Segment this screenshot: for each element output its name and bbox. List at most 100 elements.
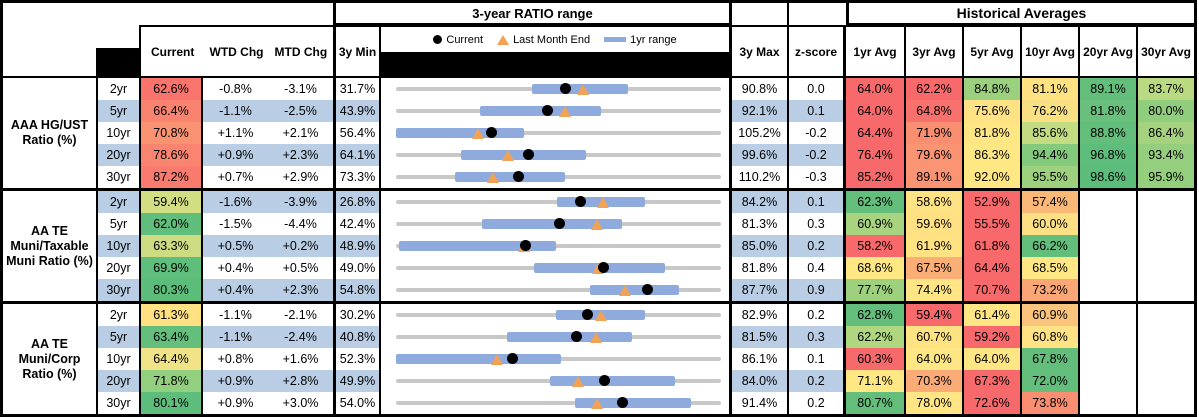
avg-value-0: 80.7% — [846, 392, 904, 414]
current-marker — [570, 331, 582, 342]
three-year-max-value: 110.2% — [732, 166, 789, 188]
avg-value-3: 60.8% — [1020, 326, 1078, 348]
current-value: 61.3% — [139, 304, 203, 326]
table-row-20yr: 20yr 71.8% +0.9% +2.8% 49.9% 84.0% 0.2 71.1% 70.… — [96, 370, 1194, 392]
current-marker — [642, 284, 654, 295]
avg-value-4 — [1078, 213, 1136, 235]
range-bullet-chart — [381, 235, 732, 257]
three-year-min-value: 64.1% — [333, 144, 381, 166]
chart-legend: Current Last Month End 1yr range — [381, 27, 729, 52]
z-score-value: 0.3 — [789, 213, 846, 235]
wtd-chg-value: -1.1% — [203, 304, 268, 326]
three-year-max-value: 81.3% — [732, 213, 789, 235]
hist-section-title: Historical Averages — [846, 3, 1194, 25]
last-month-end-marker — [590, 398, 603, 409]
avg-value-1: 60.7% — [904, 326, 962, 348]
legend-1yr-range-label: 1yr range — [630, 33, 677, 46]
avg-value-5: 80.0% — [1136, 100, 1194, 122]
header-spacer-grouplabel — [3, 25, 96, 76]
avg-value-0: 77.7% — [846, 279, 904, 301]
avg-value-5 — [1136, 370, 1194, 392]
wtd-chg-value: -1.6% — [203, 191, 268, 213]
three-year-max-value: 105.2% — [732, 122, 789, 144]
three-year-min-value: 40.8% — [333, 326, 381, 348]
current-value: 62.0% — [139, 213, 203, 235]
last-month-end-marker — [501, 150, 514, 161]
range-bullet-chart — [381, 144, 732, 166]
col-header-z-score: z-score — [789, 25, 846, 76]
last-month-end-marker — [596, 197, 609, 208]
last-month-end-marker — [619, 285, 632, 296]
one-year-range-bar — [589, 285, 679, 295]
avg-value-1: 61.9% — [904, 235, 962, 257]
avg-value-4 — [1078, 304, 1136, 326]
avg-value-1: 74.4% — [904, 279, 962, 301]
avg-value-0: 62.8% — [846, 304, 904, 326]
three-year-min-value: 49.9% — [333, 370, 381, 392]
tenor-label: 5yr — [96, 213, 139, 235]
avg-value-4 — [1078, 279, 1136, 301]
tenor-header-white — [96, 25, 139, 48]
range-bullet-chart — [381, 100, 732, 122]
three-year-min-value: 30.2% — [333, 304, 381, 326]
avg-value-2: 59.2% — [962, 326, 1020, 348]
current-marker — [523, 149, 535, 160]
wtd-chg-value: +0.9% — [203, 144, 268, 166]
tenor-label: 2yr — [96, 78, 139, 100]
wtd-chg-value: +0.4% — [203, 257, 268, 279]
table-row-2yr: 2yr 62.6% -0.8% -3.1% 31.7% 90.8% 0.0 64.0% 62.2… — [96, 78, 1194, 100]
range-track — [396, 131, 721, 135]
range-track — [396, 401, 721, 405]
tenor-label: 10yr — [96, 122, 139, 144]
range-track — [396, 244, 721, 248]
tenor-header-black — [96, 48, 139, 76]
ratio-group-2: AA TE Muni/Corp Ratio (%) 2yr 61.3% -1.1% -2… — [3, 301, 1194, 414]
header-band-columns: Current WTD Chg MTD Chg 3y Min Current L… — [3, 25, 1194, 78]
avg-value-5: 83.7% — [1136, 78, 1194, 100]
three-year-max-value: 84.2% — [732, 191, 789, 213]
table-body: AAA HG/UST Ratio (%) 2yr 62.6% -0.8% -3.1% 31… — [3, 78, 1194, 414]
table-row-10yr: 10yr 63.3% +0.5% +0.2% 48.9% 85.0% 0.2 58.2% 61.… — [96, 235, 1194, 257]
current-marker — [597, 262, 609, 273]
col-header-3y-max: 3y Max — [732, 25, 789, 76]
group-label: AA TE Muni/Corp Ratio (%) — [3, 304, 96, 414]
wtd-chg-value: -0.8% — [203, 78, 268, 100]
wtd-chg-value: +0.9% — [203, 370, 268, 392]
three-year-min-value: 52.3% — [333, 348, 381, 370]
col-header-20yr-avg: 20yr Avg — [1078, 27, 1136, 76]
tenor-label: 20yr — [96, 144, 139, 166]
avg-value-3: 66.2% — [1020, 235, 1078, 257]
mtd-chg-value: +2.3% — [268, 144, 333, 166]
avg-value-2: 55.5% — [962, 213, 1020, 235]
avg-value-5: 95.9% — [1136, 166, 1194, 188]
tenor-label: 10yr — [96, 235, 139, 257]
three-year-min-value: 42.4% — [333, 213, 381, 235]
avg-value-2: 61.8% — [962, 235, 1020, 257]
avg-value-3: 60.0% — [1020, 213, 1078, 235]
range-section-title: 3-year RATIO range — [333, 3, 732, 25]
tenor-label: 2yr — [96, 191, 139, 213]
z-score-value: 0.1 — [789, 348, 846, 370]
z-score-value: 0.9 — [789, 279, 846, 301]
mtd-chg-value: +3.0% — [268, 392, 333, 414]
one-year-range-bar — [398, 241, 557, 251]
z-score-value: -0.2 — [789, 144, 846, 166]
current-marker — [599, 375, 611, 386]
change-columns-header: Current WTD Chg MTD Chg — [139, 25, 333, 76]
range-bullet-chart — [381, 166, 732, 188]
three-year-min-value: 43.9% — [333, 100, 381, 122]
avg-value-0: 58.2% — [846, 235, 904, 257]
three-year-min-value: 73.3% — [333, 166, 381, 188]
avg-value-5 — [1136, 326, 1194, 348]
table-row-5yr: 5yr 63.4% -1.1% -2.4% 40.8% 81.5% 0.3 62.2% 60.7… — [96, 326, 1194, 348]
current-value: 59.4% — [139, 191, 203, 213]
last-month-end-marker — [589, 332, 602, 343]
z-score-value: 0.1 — [789, 100, 846, 122]
one-year-range-bar — [550, 376, 676, 386]
current-value: 69.9% — [139, 257, 203, 279]
table-row-30yr: 30yr 80.1% +0.9% +3.0% 54.0% 91.4% 0.2 80.7% 78.… — [96, 392, 1194, 414]
z-score-value: 0.0 — [789, 78, 846, 100]
col-header-30yr-avg: 30yr Avg — [1136, 27, 1194, 76]
last-month-triangle-icon — [497, 34, 510, 45]
three-year-max-value: 85.0% — [732, 235, 789, 257]
